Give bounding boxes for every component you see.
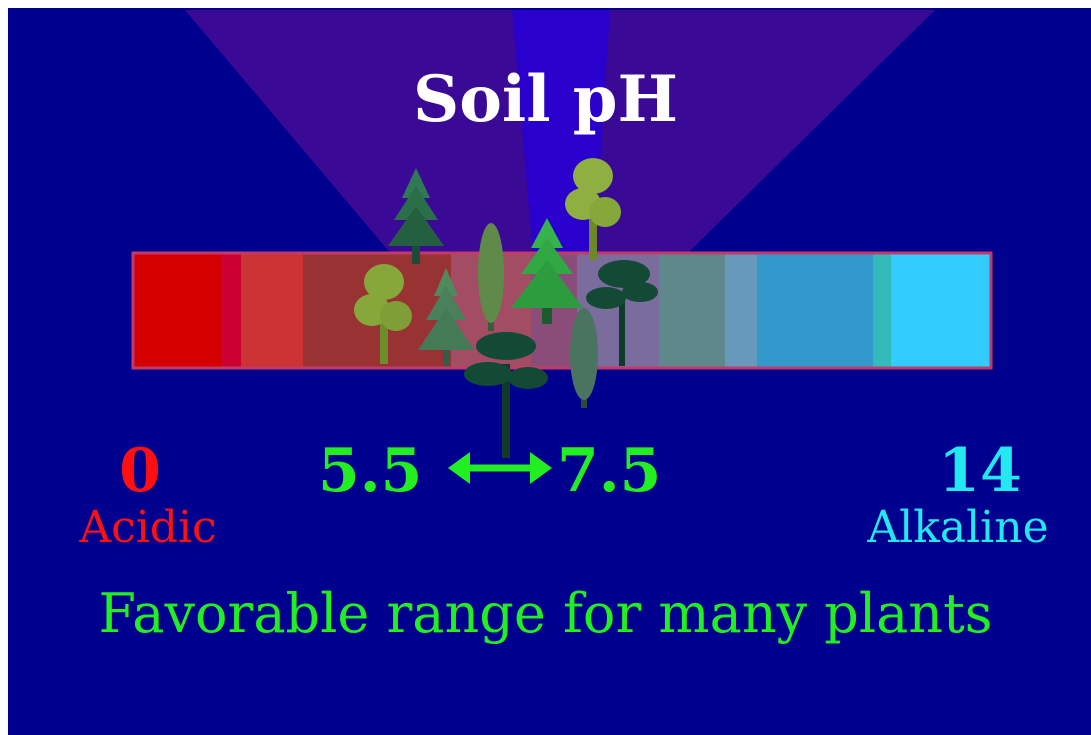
- ph-bar-segment: [241, 253, 303, 368]
- deciduous-tree-icon: [565, 158, 621, 260]
- pine-tree-icon: [586, 260, 658, 366]
- acidic-label: Acidic: [79, 502, 217, 553]
- ph-bar-segment: [659, 253, 725, 368]
- cypress-tree-icon: [478, 223, 504, 331]
- spruce-tree-icon: [511, 218, 583, 324]
- favorable-low-value: 5.5: [318, 436, 423, 506]
- ph-bar-segment: [221, 253, 241, 368]
- ph-bar-segment: [725, 253, 757, 368]
- favorable-high-value: 7.5: [557, 436, 662, 506]
- alkaline-label: Alkaline: [867, 502, 1049, 553]
- ph-bar-segment: [757, 253, 873, 368]
- pine-tree-icon: [464, 332, 548, 458]
- ph-bar-border: [131, 251, 993, 370]
- alkaline-value: 14: [938, 436, 1022, 506]
- diagram-title: Soil pH: [412, 62, 679, 137]
- fir-tree-icon: [388, 168, 444, 264]
- light-beam-inner: [512, 10, 610, 290]
- cypress-tree-icon: [570, 308, 598, 408]
- ph-bar-segment: [873, 253, 891, 368]
- favorable-range-caption: Favorable range for many plants: [98, 582, 993, 645]
- ph-bar-segment: [891, 253, 991, 368]
- acidic-value: 0: [119, 436, 161, 506]
- fir-tree-icon: [418, 268, 474, 366]
- ph-bar-segment: [133, 253, 221, 368]
- range-double-arrow: [448, 452, 552, 484]
- deciduous-tree-icon: [354, 264, 412, 364]
